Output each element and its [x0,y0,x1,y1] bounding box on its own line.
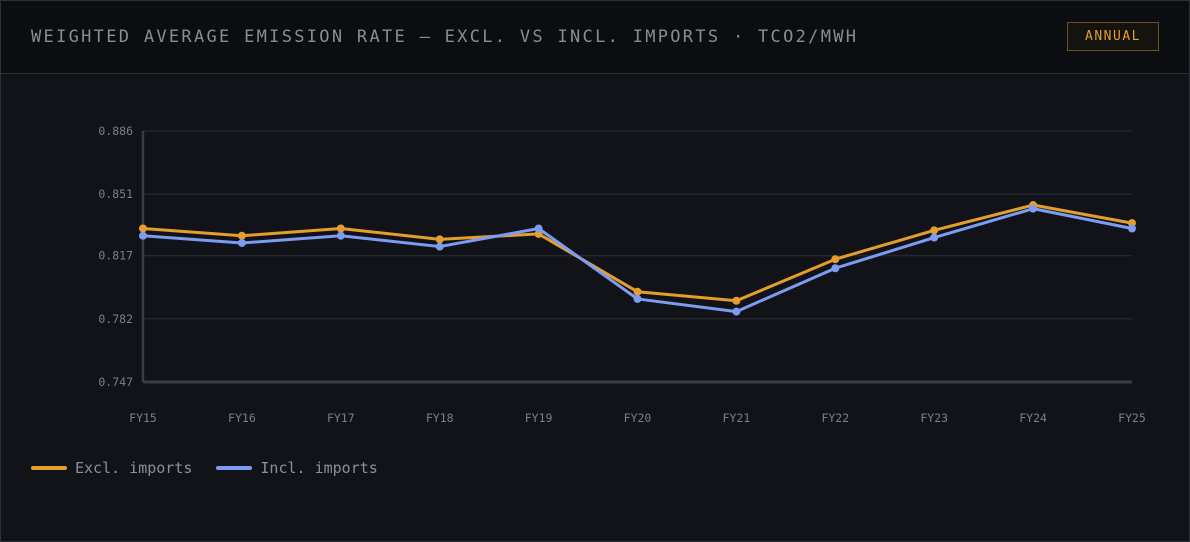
x-tick-label: FY21 [723,411,751,425]
x-tick-label: FY22 [821,411,849,425]
data-point [930,233,939,242]
x-tick-label: FY23 [920,411,948,425]
y-tick-label: 0.747 [98,375,133,389]
legend-item[interactable]: Incl. imports [216,459,378,477]
legend-swatch [31,466,67,470]
data-point [237,231,246,240]
y-tick-label: 0.817 [98,249,133,263]
data-point [633,294,642,303]
data-point [1128,224,1136,233]
x-tick-label: FY18 [426,411,454,425]
legend-item[interactable]: Excl. imports [31,459,192,477]
data-point [732,296,741,305]
data-point [139,231,147,240]
data-point [435,235,444,244]
data-point [139,224,147,233]
annual-badge[interactable]: ANNUAL [1067,22,1159,51]
data-point [534,224,543,233]
x-tick-label: FY15 [129,411,157,425]
x-tick-label: FY20 [624,411,652,425]
y-tick-label: 0.782 [98,312,133,326]
data-point [336,231,345,240]
panel-header: WEIGHTED AVERAGE EMISSION RATE — EXCL. V… [1,1,1189,74]
data-point [435,242,444,251]
data-point [633,287,642,296]
y-tick-label: 0.851 [98,187,133,201]
data-point [237,238,246,247]
x-tick-label: FY24 [1019,411,1047,425]
chart-title: WEIGHTED AVERAGE EMISSION RATE — EXCL. V… [31,27,859,47]
legend-swatch [216,466,253,470]
legend-label: Incl. imports [260,459,378,477]
y-tick-label: 0.886 [98,124,133,138]
line-chart: 0.886 0.851 0.817 0.782 0.747 FY15 FY16 FY17 FY1… [98,124,1146,425]
data-point [930,226,939,235]
x-tick-label: FY25 [1118,411,1146,425]
x-tick-label: FY17 [327,411,355,425]
chart-legend: Excl. imports Incl. imports [31,459,402,477]
data-point [336,224,345,233]
data-point [1029,204,1038,213]
data-point [732,307,741,316]
series-line-1 [142,203,1133,303]
x-tick-label: FY19 [525,411,553,425]
x-tick-label: FY16 [228,411,256,425]
data-point [831,255,840,264]
legend-label: Excl. imports [75,459,193,477]
data-point [831,264,840,273]
